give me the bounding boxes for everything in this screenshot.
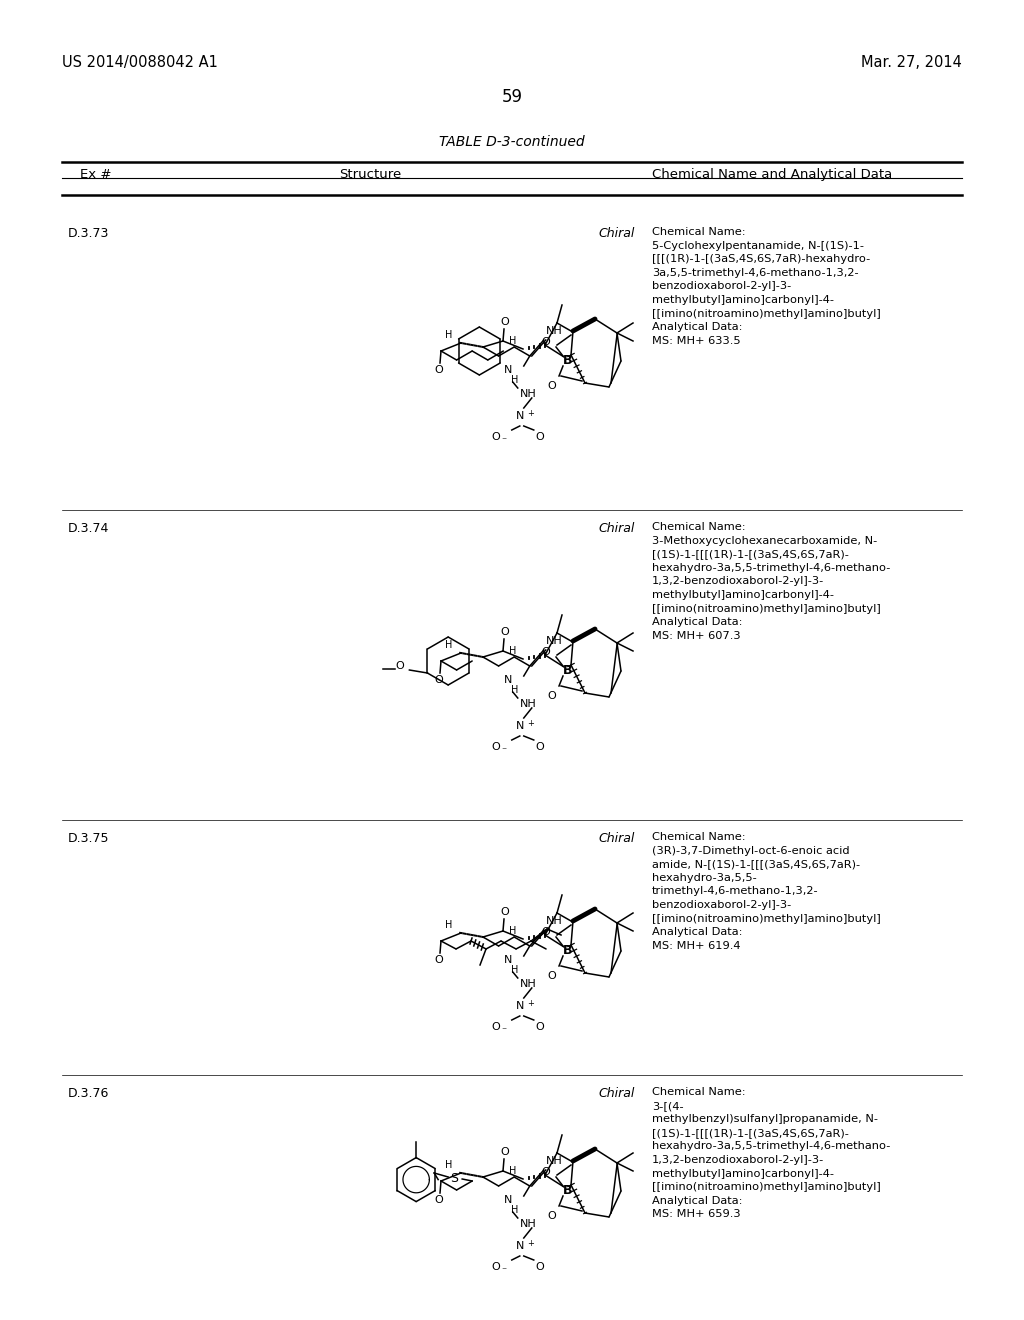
- Text: O: O: [434, 1195, 443, 1205]
- Text: Structure: Structure: [339, 168, 401, 181]
- Text: N: N: [504, 1195, 512, 1205]
- Text: NH: NH: [546, 916, 562, 927]
- Text: O: O: [501, 1147, 509, 1158]
- Text: Chemical Name and Analytical Data: Chemical Name and Analytical Data: [652, 168, 892, 181]
- Text: N: N: [515, 411, 524, 421]
- Text: O: O: [542, 647, 550, 657]
- Text: H: H: [445, 330, 453, 341]
- Text: N: N: [504, 675, 512, 685]
- Text: H: H: [511, 965, 518, 975]
- Text: O: O: [542, 1167, 550, 1177]
- Text: ⁻: ⁻: [502, 1026, 507, 1036]
- Text: O: O: [492, 1022, 500, 1032]
- Text: D.3.73: D.3.73: [68, 227, 110, 240]
- Text: ⁻: ⁻: [502, 746, 507, 756]
- Text: N: N: [515, 1241, 524, 1251]
- Text: O: O: [548, 381, 556, 391]
- Text: H: H: [509, 645, 516, 656]
- Text: NH: NH: [546, 1156, 562, 1166]
- Text: O: O: [501, 627, 509, 638]
- Text: 59: 59: [502, 88, 522, 106]
- Text: O: O: [434, 675, 443, 685]
- Text: D.3.74: D.3.74: [68, 521, 110, 535]
- Text: D.3.76: D.3.76: [68, 1086, 110, 1100]
- Text: ⁻: ⁻: [502, 436, 507, 446]
- Text: N: N: [515, 721, 524, 731]
- Text: NH: NH: [520, 700, 537, 709]
- Text: O: O: [395, 661, 403, 671]
- Text: O: O: [542, 337, 550, 347]
- Text: O: O: [536, 1262, 544, 1272]
- Text: NH: NH: [546, 326, 562, 337]
- Text: N: N: [504, 366, 512, 375]
- Text: ⁻: ⁻: [502, 1266, 507, 1276]
- Text: Chemical Name:
3-Methoxycyclohexanecarboxamide, N-
[(1S)-1-[[[(1R)-1-[(3aS,4S,6S: Chemical Name: 3-Methoxycyclohexanecarbo…: [652, 521, 891, 640]
- Text: H: H: [509, 927, 516, 936]
- Text: Chiral: Chiral: [598, 832, 635, 845]
- Text: N: N: [515, 1001, 524, 1011]
- Text: Mar. 27, 2014: Mar. 27, 2014: [861, 55, 962, 70]
- Text: H: H: [511, 685, 518, 696]
- Text: Ex #: Ex #: [80, 168, 112, 181]
- Text: O: O: [536, 432, 544, 442]
- Text: B: B: [563, 1184, 572, 1196]
- Text: O: O: [434, 954, 443, 965]
- Text: B: B: [563, 664, 572, 676]
- Text: H: H: [511, 1205, 518, 1214]
- Text: H: H: [509, 337, 516, 346]
- Text: O: O: [542, 927, 550, 937]
- Text: O: O: [492, 432, 500, 442]
- Text: O: O: [501, 317, 509, 327]
- Text: O: O: [548, 690, 556, 701]
- Text: NH: NH: [520, 979, 537, 989]
- Text: N: N: [504, 954, 512, 965]
- Text: H: H: [445, 640, 453, 649]
- Text: O: O: [548, 972, 556, 981]
- Text: +: +: [526, 408, 534, 417]
- Text: O: O: [536, 742, 544, 752]
- Text: H: H: [445, 920, 453, 931]
- Text: Chiral: Chiral: [598, 1086, 635, 1100]
- Text: Chemical Name:
3-[(4-
methylbenzyl)sulfanyl]propanamide, N-
[(1S)-1-[[[(1R)-1-[(: Chemical Name: 3-[(4- methylbenzyl)sulfa…: [652, 1086, 891, 1220]
- Text: H: H: [509, 1166, 516, 1176]
- Text: D.3.75: D.3.75: [68, 832, 110, 845]
- Text: B: B: [563, 354, 572, 367]
- Text: O: O: [492, 742, 500, 752]
- Text: O: O: [536, 1022, 544, 1032]
- Text: TABLE D-3-continued: TABLE D-3-continued: [439, 135, 585, 149]
- Text: NH: NH: [520, 1218, 537, 1229]
- Text: S: S: [451, 1172, 458, 1185]
- Text: O: O: [492, 1262, 500, 1272]
- Text: Chiral: Chiral: [598, 227, 635, 240]
- Text: O: O: [548, 1210, 556, 1221]
- Text: H: H: [511, 375, 518, 385]
- Text: Chemical Name:
5-Cyclohexylpentanamide, N-[(1S)-1-
[[[(1R)-1-[(3aS,4S,6S,7aR)-he: Chemical Name: 5-Cyclohexylpentanamide, …: [652, 227, 881, 346]
- Text: +: +: [526, 718, 534, 727]
- Text: H: H: [445, 1160, 453, 1170]
- Text: NH: NH: [520, 389, 537, 399]
- Text: +: +: [526, 998, 534, 1007]
- Text: Chemical Name:
(3R)-3,7-Dimethyl-oct-6-enoic acid
amide, N-[(1S)-1-[[[(3aS,4S,6S: Chemical Name: (3R)-3,7-Dimethyl-oct-6-e…: [652, 832, 881, 950]
- Text: Chiral: Chiral: [598, 521, 635, 535]
- Text: B: B: [563, 944, 572, 957]
- Text: NH: NH: [546, 636, 562, 645]
- Text: +: +: [526, 1238, 534, 1247]
- Text: O: O: [501, 907, 509, 917]
- Text: US 2014/0088042 A1: US 2014/0088042 A1: [62, 55, 218, 70]
- Text: O: O: [434, 366, 443, 375]
